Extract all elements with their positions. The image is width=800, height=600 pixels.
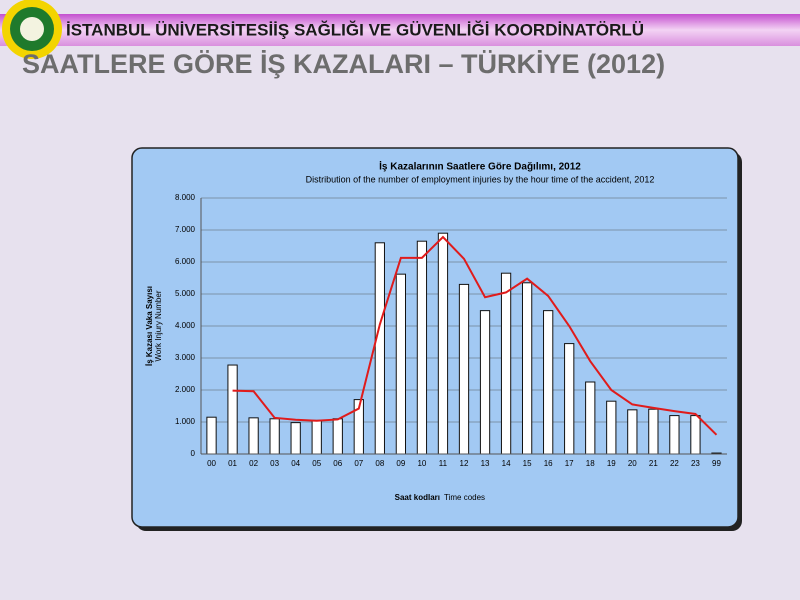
y-tick-label: 8.000 [175, 193, 196, 202]
bar [521, 282, 533, 455]
y-axis-label-en: Work Injury Number [154, 290, 163, 361]
y-tick-label: 7.000 [175, 225, 196, 234]
header-bar [0, 14, 800, 46]
x-tick-label: 01 [228, 459, 237, 468]
bar [227, 364, 238, 455]
logo-center [20, 17, 44, 41]
bar [648, 408, 659, 455]
bar [395, 273, 407, 455]
line [232, 235, 718, 436]
x-tick-label: 09 [396, 459, 405, 468]
x-tick-label: 20 [628, 459, 637, 468]
bar [479, 310, 491, 455]
bar [627, 409, 638, 455]
x-tick-label: 18 [586, 459, 595, 468]
bar [437, 232, 449, 455]
bar [332, 418, 343, 455]
y-tick-label: 2.000 [175, 385, 196, 394]
x-tick-label: 06 [333, 459, 342, 468]
header-text: İSTANBUL ÜNİVERSİTESİİŞ SAĞLIĞI VE GÜVEN… [66, 20, 644, 39]
y-tick-label: 1.000 [175, 417, 196, 426]
chart-title: İş Kazalarının Saatlere Göre Dağılımı, 2… [379, 160, 581, 173]
x-tick-label: 12 [460, 459, 469, 468]
x-tick-label: 00 [207, 459, 216, 468]
y-axis-label: İş Kazası Vaka Sayısı [145, 286, 154, 366]
bar [543, 310, 554, 455]
x-tick-label: 07 [354, 459, 363, 468]
y-tick-label: 4.000 [175, 321, 196, 330]
bar [585, 381, 596, 455]
y-tick-label: 0 [191, 449, 196, 458]
x-tick-label: 19 [607, 459, 616, 468]
x-tick-label: 16 [544, 459, 553, 468]
x-tick-label: 14 [502, 459, 511, 468]
bar [669, 415, 680, 455]
x-axis-label-en: Time codes [444, 493, 485, 502]
bar [248, 417, 259, 455]
chart-panel [131, 147, 739, 528]
x-tick-label: 17 [565, 459, 574, 468]
x-tick-label: 13 [481, 459, 490, 468]
y-tick-label: 6.000 [175, 257, 196, 266]
x-tick-label: 10 [417, 459, 426, 468]
chart-subtitle: Distribution of the number of employment… [306, 174, 655, 184]
x-tick-label: 23 [691, 459, 700, 468]
x-axis-label: Saat kodları [395, 493, 440, 502]
x-tick-label: 05 [312, 459, 321, 468]
bar [311, 419, 322, 455]
slide-title: SAATLERE GÖRE İŞ KAZALARI – TÜRKİYE (201… [22, 49, 665, 79]
bar [416, 240, 428, 455]
bar [500, 272, 512, 455]
bar [606, 400, 617, 455]
x-tick-label: 04 [291, 459, 300, 468]
x-tick-label: 11 [439, 459, 448, 468]
y-tick-label: 5.000 [175, 289, 196, 298]
x-tick-label: 03 [270, 459, 279, 468]
bar [206, 416, 217, 455]
bar [564, 343, 575, 455]
y-tick-label: 3.000 [175, 353, 196, 362]
bar [269, 418, 280, 455]
x-tick-label: 21 [649, 459, 658, 468]
x-tick-label: 99 [712, 459, 721, 468]
bar [458, 283, 470, 455]
x-tick-label: 08 [375, 459, 384, 468]
bar [690, 415, 701, 455]
bar [290, 422, 301, 455]
x-tick-label: 02 [249, 459, 258, 468]
x-tick-label: 22 [670, 459, 679, 468]
x-tick-label: 15 [523, 459, 532, 468]
bar [374, 242, 385, 455]
